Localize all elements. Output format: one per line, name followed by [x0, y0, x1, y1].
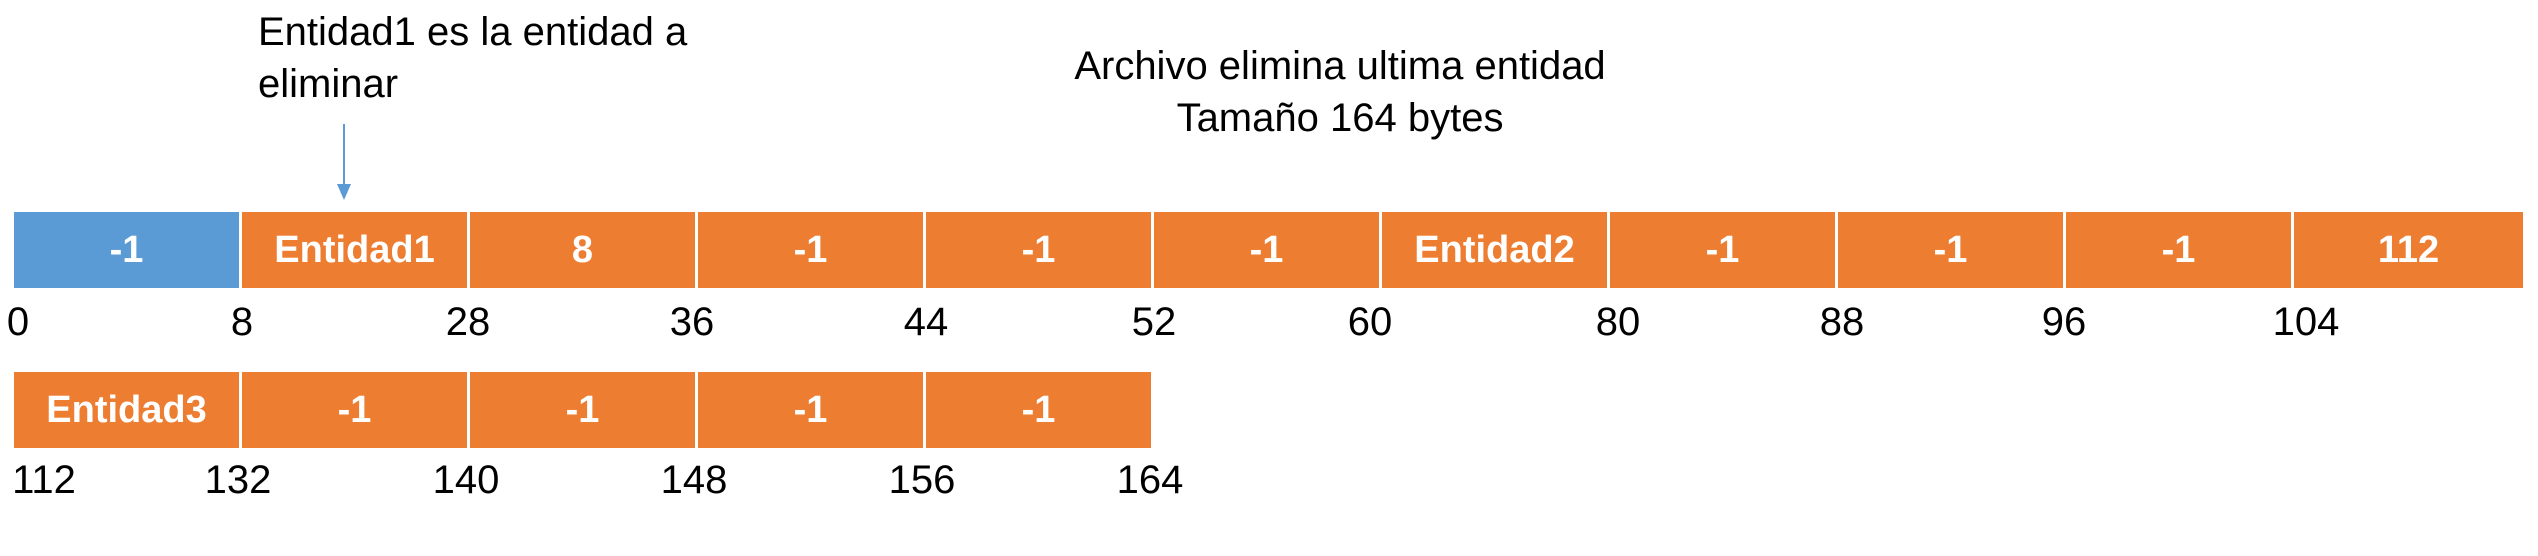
- record-cell: 8: [470, 212, 698, 288]
- record-cell: -1: [2066, 212, 2294, 288]
- file-note-line1: Archivo elimina ultima entidad: [1074, 44, 1606, 88]
- record-cell: -1: [1154, 212, 1382, 288]
- offset-label: 112: [12, 458, 76, 502]
- deleted-entity-note: Entidad1 es la entidad a eliminar: [258, 6, 687, 110]
- offset-label: 164: [1116, 458, 1184, 502]
- offset-label: 88: [1819, 300, 1865, 344]
- file-note-line2: Tamaño 164 bytes: [1176, 96, 1504, 140]
- offset-label: 132: [204, 458, 272, 502]
- pointer-arrow-icon: [337, 124, 351, 200]
- header-cell: -1: [14, 212, 242, 288]
- offset-label: 36: [669, 300, 715, 344]
- record-cell: -1: [242, 372, 470, 448]
- deleted-entity-note-line2: eliminar: [258, 62, 399, 106]
- record-cell-entidad1: Entidad1: [242, 212, 470, 288]
- offset-label: 8: [230, 300, 254, 344]
- record-cell: 112: [2294, 212, 2523, 288]
- offset-label: 104: [2272, 300, 2340, 344]
- file-note: Archivo elimina ultima entidad Tamaño 16…: [920, 40, 1760, 144]
- record-cell: -1: [1610, 212, 1838, 288]
- offset-label: 96: [2041, 300, 2087, 344]
- record-cell: -1: [1838, 212, 2066, 288]
- offset-label: 156: [888, 458, 956, 502]
- record-cell: -1: [698, 212, 926, 288]
- deleted-entity-note-line1: Entidad1 es la entidad a: [258, 10, 688, 54]
- offset-label: 52: [1131, 300, 1177, 344]
- record-cell: -1: [926, 372, 1151, 448]
- offset-label: 44: [903, 300, 949, 344]
- offset-label: 140: [432, 458, 500, 502]
- record-cell-entidad2: Entidad2: [1382, 212, 1610, 288]
- record-cell-entidad3: Entidad3: [14, 372, 242, 448]
- offset-label: 28: [445, 300, 491, 344]
- record-cell: -1: [470, 372, 698, 448]
- offset-label: 60: [1347, 300, 1393, 344]
- offset-label: 80: [1595, 300, 1641, 344]
- offset-label: 148: [660, 458, 728, 502]
- offset-label: 0: [6, 300, 30, 344]
- record-cell: -1: [698, 372, 926, 448]
- record-cell: -1: [926, 212, 1154, 288]
